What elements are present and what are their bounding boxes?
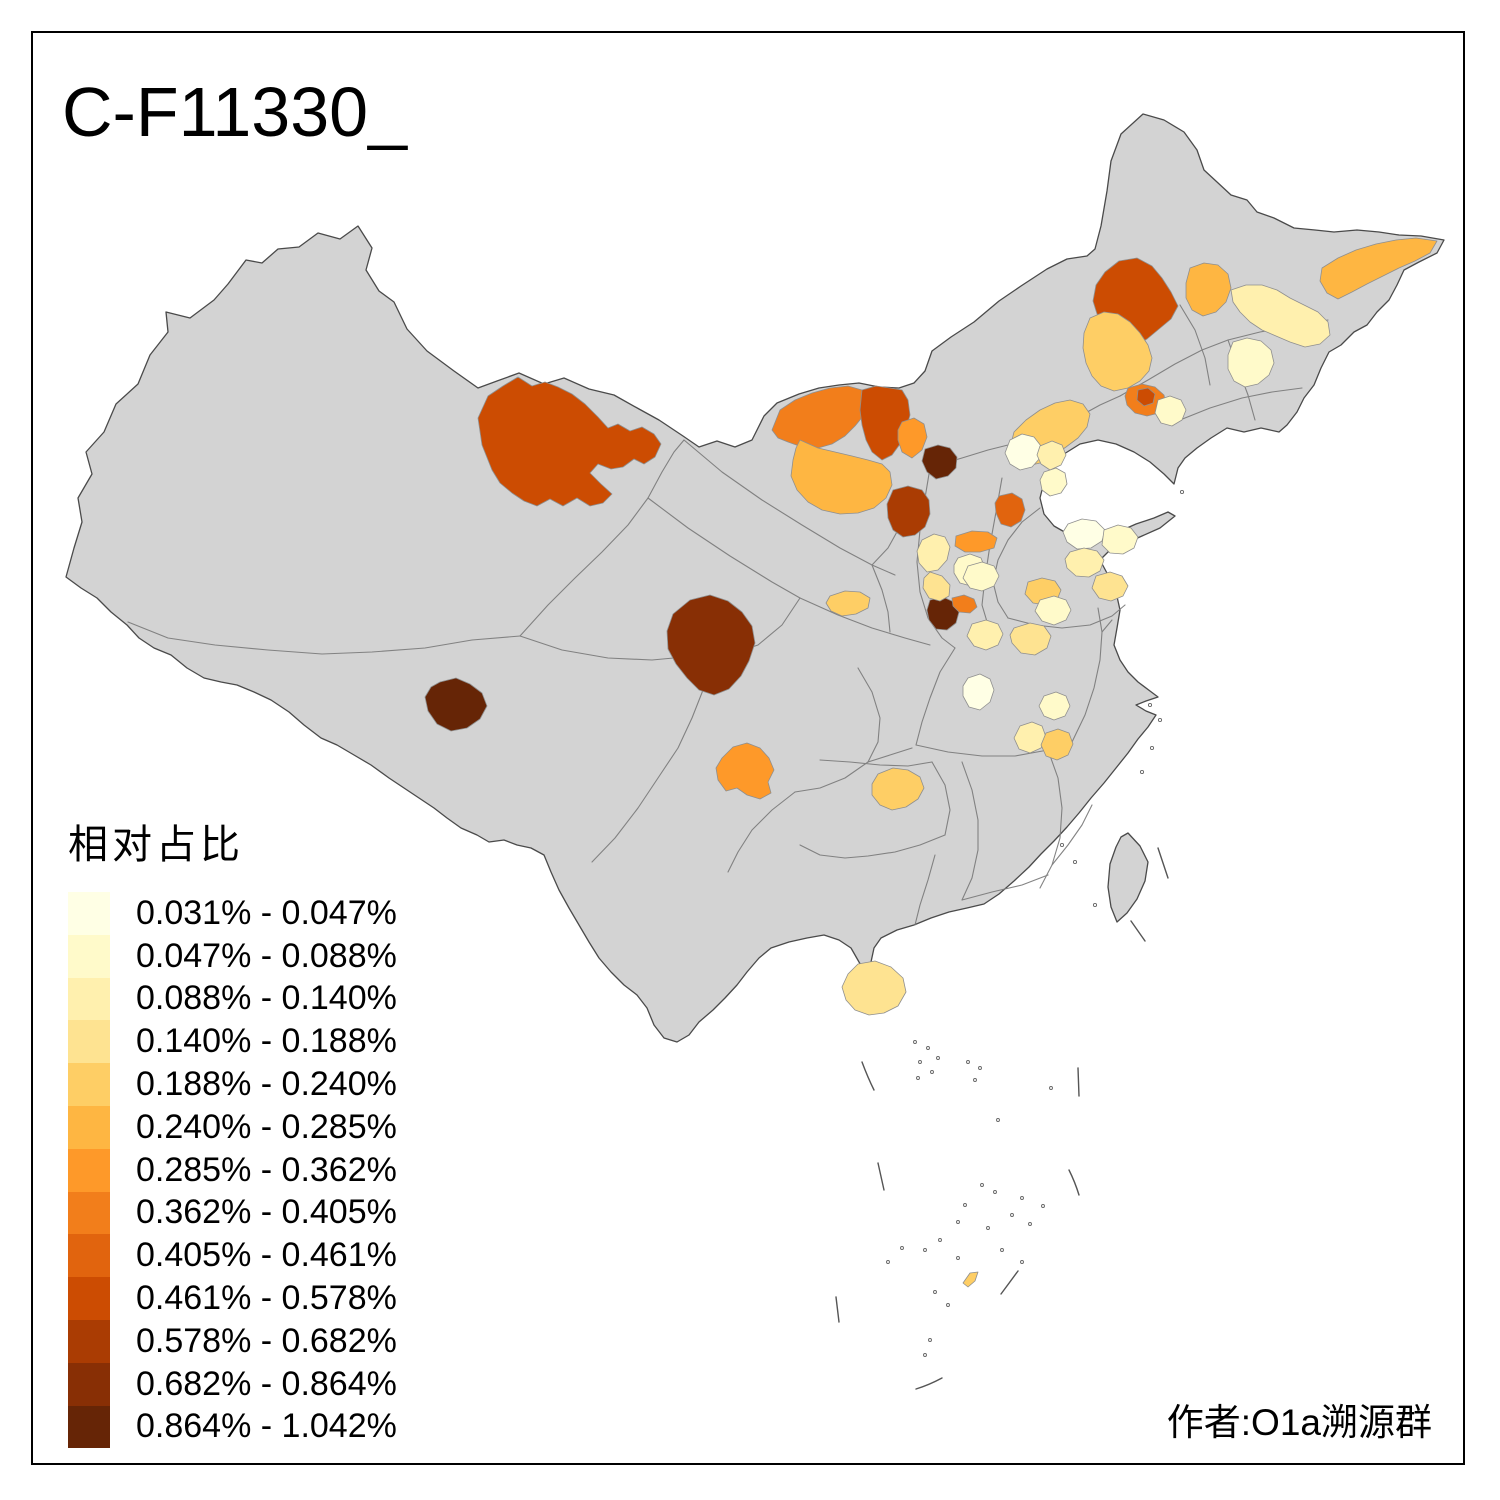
map-region bbox=[994, 492, 1026, 528]
map-region bbox=[1227, 337, 1275, 388]
map-region bbox=[424, 677, 488, 732]
map-region bbox=[962, 561, 1000, 592]
legend-swatch bbox=[68, 1148, 110, 1192]
map-region bbox=[1064, 547, 1105, 578]
legend-label: 0.140% - 0.188% bbox=[136, 1022, 397, 1061]
legend-label: 0.405% - 0.461% bbox=[136, 1236, 397, 1275]
legend-swatch bbox=[68, 1105, 110, 1149]
map-region bbox=[1101, 524, 1139, 555]
map-region bbox=[922, 571, 951, 602]
legend-swatch bbox=[68, 1234, 110, 1278]
map-region bbox=[951, 594, 978, 614]
map-region bbox=[1136, 387, 1156, 407]
legend-swatch bbox=[68, 1063, 110, 1106]
map-region bbox=[790, 439, 893, 515]
map-region bbox=[1034, 595, 1072, 626]
legend-row: 0.140% - 0.188% bbox=[68, 1020, 397, 1064]
figure-frame bbox=[31, 31, 1465, 1465]
legend-title: 相对占比 bbox=[68, 823, 244, 867]
map-region bbox=[1185, 262, 1232, 317]
map-region bbox=[954, 530, 998, 553]
legend-swatch bbox=[68, 934, 110, 978]
map-region bbox=[1040, 728, 1074, 761]
map-region bbox=[926, 596, 960, 631]
map-region bbox=[1004, 433, 1042, 471]
map-region bbox=[1036, 440, 1067, 471]
legend-row: 0.188% - 0.240% bbox=[68, 1063, 397, 1106]
legend-swatch bbox=[68, 892, 110, 935]
map-region bbox=[1082, 311, 1153, 392]
south-china-sea-islands bbox=[886, 489, 1185, 1357]
legend-label: 0.031% - 0.047% bbox=[136, 893, 397, 932]
map-region bbox=[1319, 237, 1438, 300]
legend-label: 0.864% - 1.042% bbox=[136, 1407, 397, 1446]
legend-swatch bbox=[68, 1319, 110, 1363]
legend-row: 0.461% - 0.578% bbox=[68, 1277, 397, 1320]
map-region bbox=[841, 960, 907, 1016]
legend-swatch bbox=[68, 1362, 110, 1406]
map-region bbox=[1062, 518, 1106, 550]
map-region bbox=[871, 767, 925, 811]
legend-label: 0.285% - 0.362% bbox=[136, 1150, 397, 1189]
legend-label: 0.047% - 0.088% bbox=[136, 936, 397, 975]
legend-swatch bbox=[68, 1020, 110, 1064]
map-region bbox=[1230, 284, 1331, 348]
legend-swatch bbox=[68, 977, 110, 1021]
nine-dash-line bbox=[835, 847, 1169, 1390]
legend-row: 0.240% - 0.285% bbox=[68, 1105, 397, 1149]
legend-label: 0.362% - 0.405% bbox=[136, 1193, 397, 1232]
map-region bbox=[897, 417, 928, 459]
legend-row: 0.682% - 0.864% bbox=[68, 1362, 397, 1406]
legend-row: 0.285% - 0.362% bbox=[68, 1148, 397, 1192]
legend-swatch bbox=[68, 1277, 110, 1320]
map-region bbox=[715, 742, 775, 800]
map-region bbox=[962, 673, 995, 711]
map-region bbox=[1091, 571, 1129, 602]
map-region bbox=[1038, 691, 1071, 721]
legend-swatch bbox=[68, 1191, 110, 1235]
legend-row: 0.362% - 0.405% bbox=[68, 1191, 397, 1235]
map-region bbox=[966, 619, 1004, 651]
attribution-text: 作者:O1a溯源群 bbox=[1166, 1402, 1432, 1443]
legend-row: 0.031% - 0.047% bbox=[68, 892, 397, 935]
map-region bbox=[921, 444, 958, 480]
map-region bbox=[825, 590, 871, 617]
taiwan-island bbox=[1107, 832, 1149, 923]
legend-label: 0.578% - 0.682% bbox=[136, 1321, 397, 1360]
map-region bbox=[886, 485, 931, 538]
map-region bbox=[666, 594, 756, 696]
plot-title: C-F11330_ bbox=[62, 73, 408, 151]
legend-label: 0.461% - 0.578% bbox=[136, 1279, 397, 1318]
legend-row: 0.578% - 0.682% bbox=[68, 1319, 397, 1363]
legend-row: 0.864% - 1.042% bbox=[68, 1405, 397, 1449]
map-region bbox=[1039, 467, 1068, 497]
legend-label: 0.240% - 0.285% bbox=[136, 1107, 397, 1146]
legend-label: 0.088% - 0.140% bbox=[136, 979, 397, 1018]
map-region bbox=[916, 533, 951, 573]
map-region bbox=[1013, 721, 1047, 754]
legend-row: 0.088% - 0.140% bbox=[68, 977, 397, 1021]
map-region bbox=[1154, 395, 1187, 427]
map-region bbox=[1009, 622, 1052, 656]
map-region bbox=[477, 376, 662, 507]
map-region bbox=[962, 1271, 979, 1288]
legend-swatch bbox=[68, 1405, 110, 1449]
legend-label: 0.682% - 0.864% bbox=[136, 1364, 397, 1403]
legend-row: 0.405% - 0.461% bbox=[68, 1234, 397, 1278]
legend-label: 0.188% - 0.240% bbox=[136, 1065, 397, 1104]
legend-row: 0.047% - 0.088% bbox=[68, 934, 397, 978]
legend: 相对占比 0.031% - 0.047% 0.047% - 0.088% 0.0… bbox=[68, 812, 397, 1449]
choropleth-regions bbox=[424, 237, 1438, 1288]
